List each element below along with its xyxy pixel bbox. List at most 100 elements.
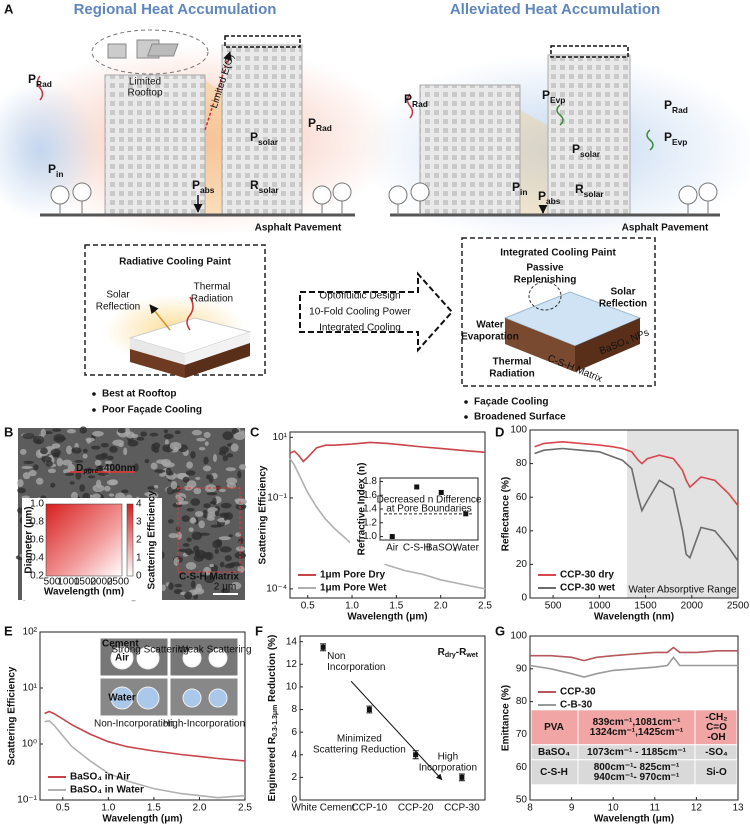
sem-grain [219, 561, 225, 568]
label: Reflection [96, 302, 140, 313]
category-label: C-S-H [403, 543, 431, 554]
line-series [44, 710, 246, 762]
table-cell: Si-O [706, 767, 727, 778]
inset-label: Weak Scattering [178, 645, 251, 656]
heat-arrow [406, 93, 414, 119]
tree [312, 185, 332, 205]
flux-label-part: Rad [412, 99, 428, 109]
flux-label: Psolar [250, 130, 279, 147]
chart-title-part: R [438, 647, 446, 658]
rooftop-label: Rooftop [127, 88, 162, 99]
y-tick-label: 100 [510, 631, 527, 642]
line-series [534, 440, 739, 507]
flux-label-part: solar [259, 185, 280, 195]
pore [136, 646, 160, 670]
inset-y-label: Diameter (μm) [24, 506, 35, 573]
table-cell: C-S-H [540, 767, 568, 778]
bullet-text: Poor Façade Cooling [102, 405, 202, 416]
y-axis-label: Engineered R0.3-1.3μm Reduction (%) [267, 635, 280, 802]
x-tick-label: 2500 [727, 601, 750, 612]
flux-label-part: Rad [36, 79, 52, 89]
label: Thermal [493, 357, 532, 368]
annotation: High [438, 752, 459, 763]
sem-grain [55, 436, 67, 441]
sem-grain [209, 563, 215, 568]
annotation: Incorporation [327, 662, 385, 673]
annotation: Minimized [337, 734, 382, 745]
flux-label: Pabs [192, 178, 215, 195]
sem-grain [153, 484, 159, 489]
pavement-label: Asphalt Pavement [255, 223, 342, 234]
scale-label: 2 μm [214, 582, 236, 593]
sem-grain [198, 520, 205, 529]
point [389, 534, 395, 540]
sem-grain [224, 563, 235, 569]
sem-grain [220, 588, 231, 594]
sem-grain [230, 443, 239, 452]
sem-grain [94, 459, 102, 466]
sem-grain [224, 555, 232, 562]
sem-grain [235, 546, 246, 552]
y-axis-label: Scattering Efficiency [258, 465, 269, 564]
trend-arrow [350, 680, 443, 781]
y-tick-label: 1.8 [363, 476, 377, 487]
sem-grain [233, 432, 246, 440]
sem-grain [155, 459, 168, 464]
bullet-text: Broadened Surface [474, 412, 566, 423]
y-tick-label: 40 [516, 525, 528, 536]
y-axis-label-part: 0.3-1.3μm [272, 705, 279, 737]
sem-grain [185, 561, 197, 570]
sem-grain [190, 580, 196, 589]
panel-label: C [250, 424, 260, 439]
bullet [464, 415, 468, 419]
y-tick-label: 10⁻⁴ [266, 584, 287, 595]
line-series [289, 441, 486, 463]
sem-grain [170, 480, 178, 490]
sem-grain [234, 498, 245, 503]
sem-grain [140, 431, 147, 437]
sem-grain [19, 448, 27, 455]
sem-grain [226, 482, 237, 489]
flux-label-part: P [308, 116, 316, 130]
panel-label: D [495, 424, 504, 439]
sem-grain [206, 516, 215, 521]
flux-label-part: Rad [672, 105, 688, 115]
table-cell: 940cm⁻¹- 970cm⁻¹ [594, 772, 680, 783]
inset-tick-label: 0.6 [30, 535, 44, 546]
category-label: BaSO₄ [426, 543, 457, 554]
flux-label-part: solar [584, 189, 605, 199]
sem-grain [174, 583, 183, 588]
sem-grain [230, 581, 242, 590]
y-tick-label: 4 [291, 749, 297, 760]
inset-tick-label: 1.0 [30, 499, 44, 510]
x-tick-label: 12 [691, 803, 703, 814]
inset-tick-label: 0.4 [30, 553, 44, 564]
sem-grain [40, 447, 48, 455]
inset-tick-label: 1000 [57, 577, 80, 588]
sem-grain [97, 472, 110, 477]
category-label: CCP-30 [444, 803, 480, 814]
sem-grain [185, 470, 196, 476]
y-axis-label: Scattering Efficiency [7, 666, 18, 765]
pore-label: Dpore≈400nm [76, 463, 136, 476]
sem-grain [85, 437, 96, 442]
sem-grain [212, 454, 217, 463]
flux-label: Pin [512, 180, 527, 197]
flux-label: Rsolar [250, 178, 279, 195]
sem-grain [40, 428, 46, 437]
line-series [534, 447, 739, 562]
table-cell: -CH₂ [705, 712, 727, 723]
sem-grain [22, 432, 35, 440]
flux-label: PEvp [664, 130, 687, 147]
sem-grain [79, 484, 86, 492]
y-tick-label: 70 [516, 729, 528, 740]
bullet [464, 400, 468, 404]
highlight-box [177, 487, 241, 573]
flux-label-part: P [542, 88, 550, 102]
table-cell: C=O [706, 722, 727, 733]
sem-grain [212, 539, 222, 549]
legend-label: C-B-30 [560, 700, 593, 711]
x-tick-label: 1.0 [345, 601, 359, 612]
x-tick-label: 1.5 [147, 803, 161, 814]
